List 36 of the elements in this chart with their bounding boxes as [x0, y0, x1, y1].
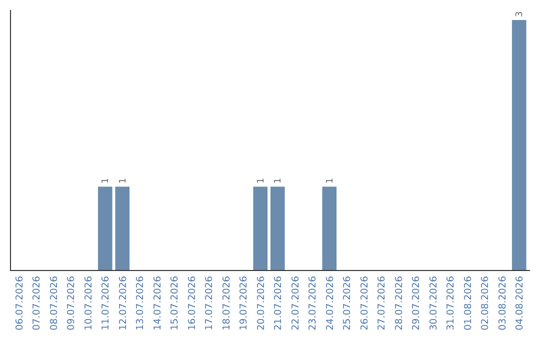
x-tick-label: 06.07.2026 [14, 276, 26, 330]
x-tick-label: 30.07.2026 [428, 276, 440, 330]
x-tick-label: 18.07.2026 [221, 276, 232, 330]
x-tick-label: 17.07.2026 [204, 276, 216, 330]
x-tick-label: 13.07.2026 [135, 276, 146, 330]
data-label: 1 [118, 178, 128, 184]
x-tick-label: 07.07.2026 [32, 276, 43, 330]
x-tick-label: 20.07.2026 [256, 276, 267, 330]
data-label: 1 [325, 178, 336, 184]
x-tick-label: 22.07.2026 [290, 276, 302, 330]
x-tick-label: 15.07.2026 [170, 276, 181, 330]
x-tick-label: 10.07.2026 [83, 276, 94, 330]
x-tick-label: 21.07.2026 [273, 276, 284, 330]
x-tick-label: 09.07.2026 [66, 276, 78, 330]
x-tick-label: 02.08.2026 [480, 276, 492, 330]
x-tick-label: 24.07.2026 [324, 276, 336, 330]
x-tick-label: 27.07.2026 [376, 276, 388, 330]
data-label: 3 [515, 11, 526, 17]
x-tick-label: 14.07.2026 [152, 276, 164, 330]
data-label: 1 [274, 178, 284, 184]
x-tick-label: 28.07.2026 [394, 276, 405, 330]
x-tick-label: 04.08.2026 [514, 276, 526, 330]
x-tick-label: 31.07.2026 [446, 276, 457, 330]
data-label: 1 [256, 178, 266, 184]
x-tick-label: 23.07.2026 [308, 276, 319, 330]
x-tick-label: 08.07.2026 [48, 276, 60, 330]
x-tick-label: 16.07.2026 [186, 276, 198, 330]
x-tick-label: 26.07.2026 [359, 276, 370, 330]
x-tick-label: 01.08.2026 [462, 276, 474, 330]
x-tick-label: 11.07.2026 [100, 276, 112, 330]
x-tick-label: 29.07.2026 [411, 276, 422, 330]
x-tick-label: 03.08.2026 [497, 276, 508, 330]
x-tick-label: 25.07.2026 [342, 276, 354, 330]
data-label: 1 [101, 178, 112, 184]
x-tick-label: 19.07.2026 [238, 276, 250, 330]
x-tick-label: 12.07.2026 [118, 276, 129, 330]
